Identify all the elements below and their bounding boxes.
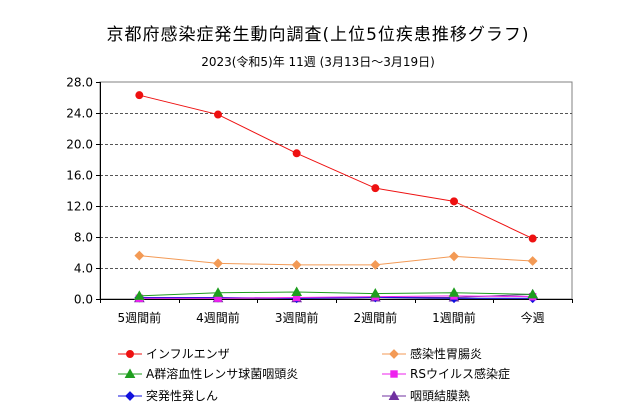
data-point <box>371 184 380 193</box>
legend-item: 突発性発しん <box>118 388 218 403</box>
series-line <box>139 291 533 297</box>
data-point <box>527 256 538 266</box>
grid-lines <box>99 81 573 300</box>
series-インフルエンザ <box>135 91 537 243</box>
data-point <box>527 288 539 299</box>
data-point <box>213 258 223 269</box>
legend-marker <box>124 368 136 378</box>
legend-label: RSウイルス感染症 <box>410 366 510 381</box>
series-line <box>139 255 533 266</box>
legend-label: A群溶血性レンサ球菌咽頭炎 <box>146 366 298 381</box>
y-tick-label: 16.0 <box>66 169 93 183</box>
legend-item: 咽頭結膜熱 <box>382 389 470 403</box>
legend-marker <box>390 370 398 378</box>
data-point <box>369 288 381 298</box>
y-tick-label: 12.0 <box>66 200 93 214</box>
series-A群溶血性レンサ球菌咽頭炎 <box>133 286 539 300</box>
legend-item: RSウイルス感染症 <box>382 366 510 381</box>
data-point <box>448 287 460 297</box>
series-line <box>139 94 533 240</box>
data-point <box>291 259 302 270</box>
x-tick-label: 3週間前 <box>275 310 319 325</box>
data-point <box>133 290 145 300</box>
data-point <box>291 286 303 297</box>
legend-item: インフルエンザ <box>118 347 230 361</box>
data-point <box>292 149 301 158</box>
x-tick-label: 今週 <box>521 310 545 325</box>
legend-item: 感染性胃腸炎 <box>382 346 482 361</box>
series-group <box>133 91 539 304</box>
plot-area <box>99 81 573 300</box>
data-point <box>135 91 144 100</box>
data-point <box>214 110 222 119</box>
data-point <box>134 250 145 261</box>
legend-marker <box>388 390 400 400</box>
legend-label: インフルエンザ <box>146 347 230 361</box>
y-tick-label: 0.0 <box>74 293 93 307</box>
y-tick-label: 28.0 <box>66 76 93 90</box>
legend: インフルエンザ 感染性胃腸炎 A群溶血性レンサ球菌咽頭炎 RSウイルス感染症突発性発し… <box>118 346 510 403</box>
legend-marker <box>126 350 134 358</box>
series-line <box>139 296 533 299</box>
x-tick-label: 4週間前 <box>196 310 240 325</box>
x-tick-label: 5週間前 <box>118 310 162 325</box>
data-point <box>528 234 537 243</box>
axes: 0.0 4.0 8.0 12.0 16.0 20.0 24.0 28.0 5週間前 4週間前 3週間… <box>66 76 573 325</box>
x-tick-label: 2週間前 <box>354 310 398 325</box>
y-tick-label: 20.0 <box>66 138 93 152</box>
chart-title: 京都府感染症発生動向調査(上位5位疾患推移グラフ) <box>106 25 530 45</box>
series-感染性胃腸炎 <box>134 250 538 270</box>
legend-label: 咽頭結膜熱 <box>410 389 470 403</box>
legend-marker <box>389 349 399 359</box>
data-point <box>449 251 459 262</box>
data-point <box>370 259 381 270</box>
x-tick-label: 1週間前 <box>432 310 476 325</box>
data-point <box>212 287 224 297</box>
y-tick-label: 24.0 <box>66 107 93 121</box>
legend-label: 感染性胃腸炎 <box>410 346 482 361</box>
y-tick-label: 4.0 <box>74 262 93 276</box>
legend-marker <box>125 391 135 401</box>
legend-label: 突発性発しん <box>146 388 218 403</box>
data-point <box>450 197 458 206</box>
series-line <box>139 295 533 299</box>
chart-subtitle: 2023(令和5)年 11週 (3月13日～3月19日) <box>201 55 435 69</box>
y-tick-label: 8.0 <box>74 231 93 245</box>
legend-item: A群溶血性レンサ球菌咽頭炎 <box>118 366 298 381</box>
